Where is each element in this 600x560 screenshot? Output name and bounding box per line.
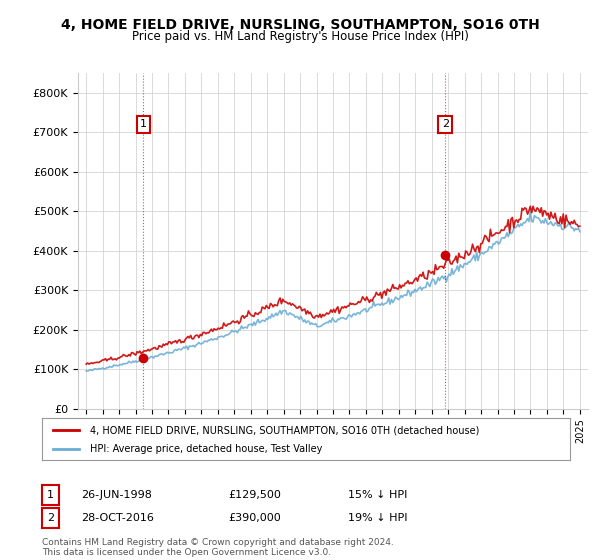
- Text: 2: 2: [47, 513, 54, 523]
- Text: Price paid vs. HM Land Registry's House Price Index (HPI): Price paid vs. HM Land Registry's House …: [131, 30, 469, 43]
- Text: 4, HOME FIELD DRIVE, NURSLING, SOUTHAMPTON, SO16 0TH: 4, HOME FIELD DRIVE, NURSLING, SOUTHAMPT…: [61, 18, 539, 32]
- Text: HPI: Average price, detached house, Test Valley: HPI: Average price, detached house, Test…: [89, 444, 322, 454]
- Text: Contains HM Land Registry data © Crown copyright and database right 2024.
This d: Contains HM Land Registry data © Crown c…: [42, 538, 394, 557]
- Text: 15% ↓ HPI: 15% ↓ HPI: [348, 490, 407, 500]
- Text: 28-OCT-2016: 28-OCT-2016: [81, 513, 154, 523]
- Text: 4, HOME FIELD DRIVE, NURSLING, SOUTHAMPTON, SO16 0TH (detached house): 4, HOME FIELD DRIVE, NURSLING, SOUTHAMPT…: [89, 425, 479, 435]
- Text: 26-JUN-1998: 26-JUN-1998: [81, 490, 152, 500]
- Text: 19% ↓ HPI: 19% ↓ HPI: [348, 513, 407, 523]
- Text: 1: 1: [47, 490, 54, 500]
- Text: £390,000: £390,000: [228, 513, 281, 523]
- Text: £129,500: £129,500: [228, 490, 281, 500]
- Text: 1: 1: [140, 119, 147, 129]
- Text: 2: 2: [442, 119, 449, 129]
